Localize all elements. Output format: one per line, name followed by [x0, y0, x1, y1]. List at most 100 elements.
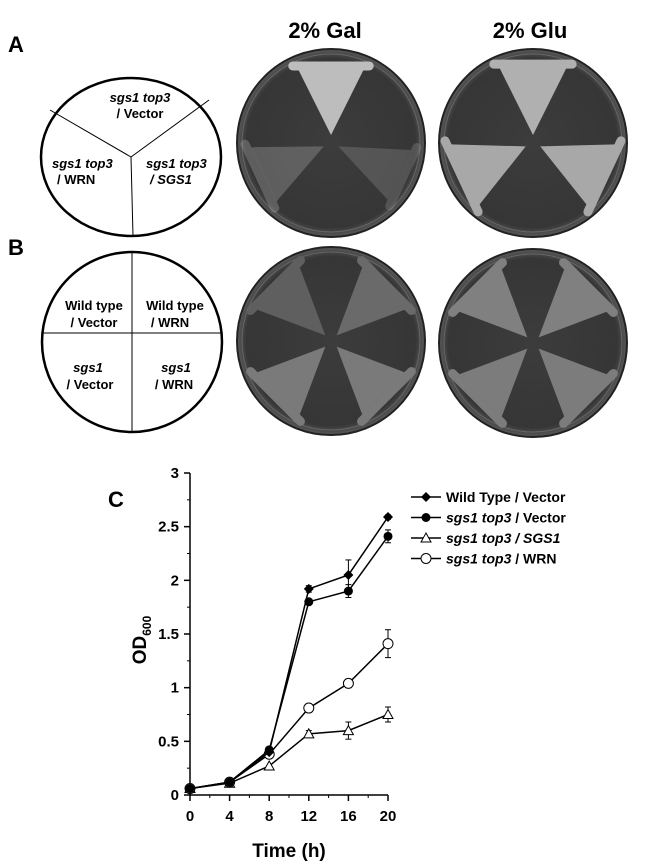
panel-label-b: B — [8, 235, 24, 260]
data-point — [383, 512, 393, 523]
colony-streak — [540, 144, 615, 205]
legend-entry: sgs1 top3 / Vector — [446, 510, 566, 526]
agar-plate — [438, 248, 628, 438]
condition-gal: 2% Gal — [288, 18, 361, 43]
colony-streak — [559, 369, 618, 428]
data-point — [343, 569, 354, 580]
data-point — [185, 783, 195, 794]
data-point — [342, 677, 354, 689]
data-point — [420, 553, 432, 564]
legend-italic: sgs1 top3 / SGS1 — [446, 530, 561, 546]
series-open-circle — [184, 629, 394, 795]
colony-streak — [298, 69, 364, 135]
colony-streak — [257, 267, 326, 336]
x-tick-label: 8 — [265, 808, 273, 825]
colony-streak — [246, 367, 305, 426]
legend-entry: sgs1 top3 / WRN — [446, 551, 556, 567]
legend-entry: sgs1 top3 / SGS1 — [446, 530, 561, 546]
plate-rim — [236, 48, 426, 238]
colony-streak — [538, 269, 607, 338]
plate-rim — [236, 246, 426, 436]
y-axis-label: OD600 — [130, 615, 154, 664]
data-point — [302, 727, 315, 739]
x-tick-label: 4 — [225, 808, 234, 825]
colony-streak — [257, 346, 326, 415]
legend-italic: sgs1 top3 — [446, 510, 512, 526]
colony-streak — [538, 348, 607, 417]
series-line — [189, 643, 389, 790]
agar-plate — [236, 246, 426, 436]
panel-label-c: C — [108, 487, 124, 512]
legend-italic: sgs1 top3 — [446, 551, 512, 567]
legend-entry: Wild Type / Vector — [446, 489, 566, 505]
plate-rim — [241, 53, 421, 233]
colony-streak — [385, 143, 422, 211]
growth-chart: OD600 Time (h) 0 0.5 1 1.5 2 2.5 3 0 4 8 12 16 20 Wil… — [130, 465, 566, 862]
data-point — [224, 777, 235, 788]
y-tick-label: 3 — [171, 465, 179, 482]
x-tick-label: 20 — [380, 808, 397, 825]
data-point — [264, 747, 275, 758]
series-filled-circle — [185, 529, 393, 794]
x-tick-label: 0 — [186, 808, 194, 825]
schematic-a-label: sgs1 top3/ Vector — [110, 90, 171, 121]
y-tick-label: 1.5 — [158, 626, 179, 643]
series-line — [189, 516, 389, 790]
schematic-a-label: sgs1 top3/ SGS1 — [146, 156, 207, 187]
y-tick-label: 0 — [171, 787, 179, 804]
plate-rim — [241, 251, 421, 431]
data-point — [383, 531, 393, 541]
colony-streak — [459, 269, 528, 338]
agar-plate — [438, 48, 628, 238]
colony-streak — [336, 267, 405, 336]
colony-streak — [246, 256, 305, 315]
y-tick-label: 0.5 — [158, 733, 179, 750]
x-axis-label: Time (h) — [252, 841, 326, 862]
x-tick-label: 12 — [300, 808, 317, 825]
colony-streak — [448, 369, 507, 428]
data-point — [382, 638, 394, 650]
schematic-b-label: sgs1/ Vector — [67, 360, 114, 392]
colony-streak — [448, 258, 507, 317]
series-filled-diamond — [185, 512, 393, 794]
condition-glu: 2% Glu — [493, 18, 568, 43]
legend-text: / Vector — [511, 510, 566, 526]
colony-streak — [499, 68, 567, 135]
y-tick-label: 2 — [171, 572, 179, 589]
y-tick-label: 1 — [171, 680, 179, 697]
series-open-triangle — [184, 706, 394, 794]
schematic-b: Wild type / Vector Wild type / WRN sgs1/ V… — [40, 250, 224, 434]
plate-photos — [236, 48, 628, 438]
legend-text: Wild Type / Vector — [446, 489, 566, 505]
y-tick-label: 2.5 — [158, 519, 179, 536]
data-point — [421, 513, 431, 522]
colony-streak — [459, 348, 528, 417]
data-point — [303, 702, 315, 714]
data-point — [303, 583, 314, 594]
plate-rim — [443, 253, 623, 433]
data-point — [343, 586, 353, 596]
colony-streak — [240, 139, 280, 213]
legend-text: / WRN — [511, 551, 556, 567]
plate-rim — [438, 248, 628, 438]
schematic-b-label: Wild type / WRN — [146, 298, 204, 330]
data-point — [421, 492, 431, 502]
colony-streak — [338, 146, 411, 200]
colony-streak — [451, 144, 526, 205]
data-point — [382, 708, 394, 719]
schematic-b-label: sgs1/ WRN — [155, 360, 193, 392]
colony-streak — [583, 136, 626, 217]
colony-streak — [251, 146, 324, 202]
agar-plate — [236, 48, 426, 238]
data-point — [342, 724, 355, 736]
panel-label-a: A — [8, 32, 24, 57]
schematic-b-label: Wild type / Vector — [65, 298, 123, 330]
colony-streak — [357, 367, 416, 426]
data-point — [263, 759, 276, 771]
data-point — [420, 531, 432, 543]
series-line — [189, 713, 389, 790]
schematic-a: sgs1 top3/ Vector sgs1 top3/ WRN sgs1 to… — [39, 76, 223, 238]
x-tick-label: 16 — [340, 808, 357, 825]
